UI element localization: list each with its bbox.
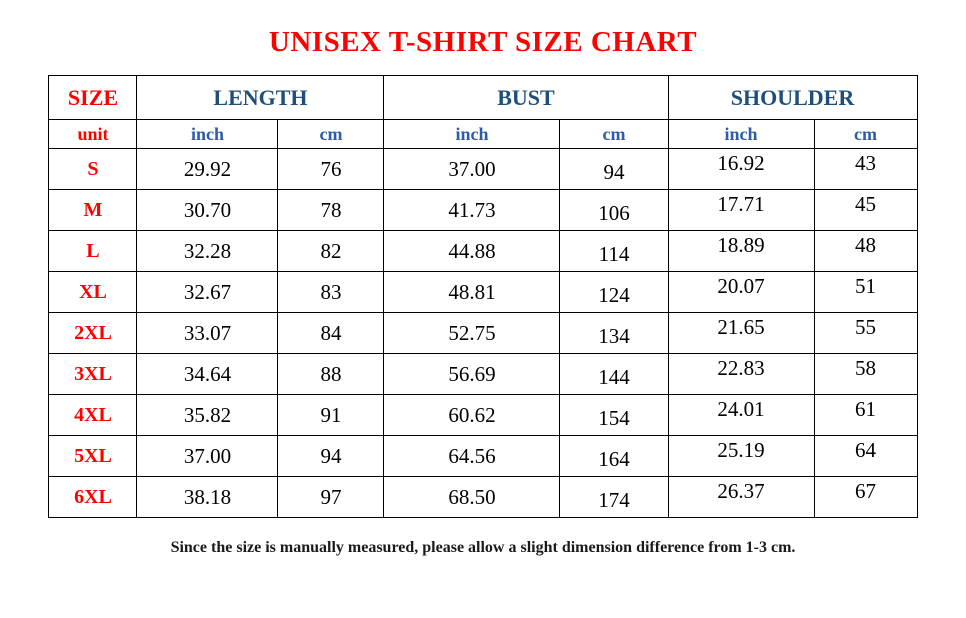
page-title: UNISEX T-SHIRT SIZE CHART [268, 26, 698, 58]
table-row: 5XL 37.00 94 64.56 164 25.19 64 [48, 435, 918, 477]
size-label: 3XL [48, 353, 138, 395]
column-header-size: SIZE [48, 75, 138, 120]
bust-cm-value: 144 [559, 353, 669, 395]
table-row: S 29.92 76 37.00 94 16.92 43 [48, 148, 918, 190]
bust-cm-value: 124 [559, 271, 669, 313]
table-row: 3XL 34.64 88 56.69 144 22.83 58 [48, 353, 918, 395]
shoulder-inch-value: 26.37 [667, 476, 815, 518]
shoulder-inch-value: 22.83 [667, 353, 815, 395]
column-header-shoulder: SHOULDER [667, 75, 918, 120]
bust-inch-unit: inch [383, 119, 561, 149]
length-cm-value: 76 [277, 148, 385, 190]
length-inch-value: 32.28 [136, 230, 279, 272]
unit-row-label: unit [48, 119, 138, 149]
length-cm-value: 82 [277, 230, 385, 272]
size-label: 6XL [48, 476, 138, 518]
length-cm-value: 78 [277, 189, 385, 231]
shoulder-cm-value: 58 [813, 353, 918, 395]
bust-cm-value: 114 [559, 230, 669, 272]
bust-inch-value: 44.88 [383, 230, 561, 272]
bust-cm-value: 94 [559, 148, 669, 190]
shoulder-inch-value: 25.19 [667, 435, 815, 477]
bust-inch-value: 56.69 [383, 353, 561, 395]
shoulder-cm-value: 51 [813, 271, 918, 313]
bust-inch-value: 37.00 [383, 148, 561, 190]
bust-cm-value: 134 [559, 312, 669, 354]
size-label: 2XL [48, 312, 138, 354]
length-inch-value: 38.18 [136, 476, 279, 518]
shoulder-cm-value: 45 [813, 189, 918, 231]
shoulder-inch-value: 20.07 [667, 271, 815, 313]
length-inch-value: 30.70 [136, 189, 279, 231]
length-cm-value: 84 [277, 312, 385, 354]
bust-cm-value: 154 [559, 394, 669, 436]
table-row: 6XL 38.18 97 68.50 174 26.37 67 [48, 476, 918, 518]
length-inch-value: 33.07 [136, 312, 279, 354]
length-inch-unit: inch [136, 119, 279, 149]
size-table-body: S 29.92 76 37.00 94 16.92 43 M 30.70 78 41.73 106 17… [48, 148, 918, 518]
size-label: L [48, 230, 138, 272]
column-header-bust: BUST [383, 75, 669, 120]
size-label: XL [48, 271, 138, 313]
length-cm-value: 91 [277, 394, 385, 436]
length-inch-value: 37.00 [136, 435, 279, 477]
shoulder-inch-value: 21.65 [667, 312, 815, 354]
bust-cm-value: 164 [559, 435, 669, 477]
shoulder-inch-value: 16.92 [667, 148, 815, 190]
length-inch-value: 29.92 [136, 148, 279, 190]
size-chart-table: SIZE LENGTH BUST SHOULDER unit inch cm i… [48, 75, 918, 518]
bust-cm-value: 106 [559, 189, 669, 231]
table-row: L 32.28 82 44.88 114 18.89 48 [48, 230, 918, 272]
unit-row: unit inch cm inch cm inch cm [48, 119, 918, 149]
shoulder-cm-value: 67 [813, 476, 918, 518]
bust-inch-value: 64.56 [383, 435, 561, 477]
length-cm-value: 83 [277, 271, 385, 313]
shoulder-inch-value: 17.71 [667, 189, 815, 231]
size-label: 5XL [48, 435, 138, 477]
bust-inch-value: 68.50 [383, 476, 561, 518]
shoulder-cm-unit: cm [813, 119, 918, 149]
length-cm-unit: cm [277, 119, 385, 149]
column-header-length: LENGTH [136, 75, 385, 120]
bust-cm-value: 174 [559, 476, 669, 518]
table-row: 4XL 35.82 91 60.62 154 24.01 61 [48, 394, 918, 436]
table-row: M 30.70 78 41.73 106 17.71 45 [48, 189, 918, 231]
bust-inch-value: 48.81 [383, 271, 561, 313]
length-cm-value: 88 [277, 353, 385, 395]
length-inch-value: 34.64 [136, 353, 279, 395]
shoulder-cm-value: 64 [813, 435, 918, 477]
size-label: M [48, 189, 138, 231]
size-label: 4XL [48, 394, 138, 436]
measurement-disclaimer: Since the size is manually measured, ple… [170, 539, 796, 556]
shoulder-inch-value: 24.01 [667, 394, 815, 436]
bust-cm-unit: cm [559, 119, 669, 149]
shoulder-cm-value: 43 [813, 148, 918, 190]
table-row: XL 32.67 83 48.81 124 20.07 51 [48, 271, 918, 313]
shoulder-cm-value: 48 [813, 230, 918, 272]
shoulder-cm-value: 61 [813, 394, 918, 436]
length-inch-value: 32.67 [136, 271, 279, 313]
bust-inch-value: 52.75 [383, 312, 561, 354]
length-cm-value: 97 [277, 476, 385, 518]
shoulder-inch-unit: inch [667, 119, 815, 149]
size-label: S [48, 148, 138, 190]
group-header-row: SIZE LENGTH BUST SHOULDER [48, 75, 918, 120]
length-inch-value: 35.82 [136, 394, 279, 436]
table-row: 2XL 33.07 84 52.75 134 21.65 55 [48, 312, 918, 354]
shoulder-cm-value: 55 [813, 312, 918, 354]
bust-inch-value: 41.73 [383, 189, 561, 231]
shoulder-inch-value: 18.89 [667, 230, 815, 272]
length-cm-value: 94 [277, 435, 385, 477]
bust-inch-value: 60.62 [383, 394, 561, 436]
